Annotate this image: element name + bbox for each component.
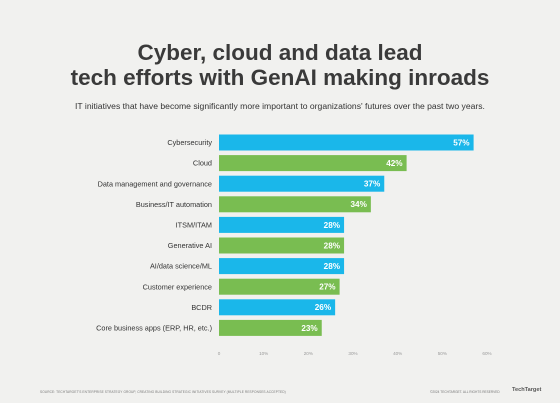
chart-title: Cyber, cloud and data lead tech efforts … [0,40,560,90]
x-tick-label-1: 10% [259,351,268,356]
value-label-4: 28% [324,221,341,230]
chart-title-line-1: Cyber, cloud and data lead [137,40,423,65]
category-label-9: Core business apps (ERP, HR, etc.) [96,324,212,333]
value-label-1: 42% [386,159,403,168]
bar-5 [219,237,345,254]
x-tick-label-4: 40% [393,351,402,356]
x-tick-label-2: 20% [304,351,313,356]
bar-7 [219,278,340,295]
x-tick-label-0: 0 [218,351,221,356]
value-label-9: 23% [301,324,318,333]
x-tick-label-6: 60% [482,351,491,356]
source-note: SOURCE: TECHTARGET'S ENTERPRISE STRATEGY… [40,390,286,394]
value-label-6: 28% [324,262,341,271]
chart-subtitle: IT initiatives that have become signific… [75,101,485,111]
value-label-7: 27% [319,283,336,292]
category-label-0: Cybersecurity [167,138,212,147]
bar-6 [219,258,345,275]
bar-3 [219,196,371,213]
category-label-6: AI/data science/ML [150,262,212,271]
category-label-3: Business/IT automation [136,200,212,209]
bar-0 [219,134,474,151]
category-label-7: Customer experience [143,282,212,291]
bar-4 [219,216,345,233]
x-tick-label-3: 30% [348,351,357,356]
value-label-0: 57% [453,138,470,147]
techtarget-logo: TechTarget [512,387,542,393]
category-label-1: Cloud [193,159,212,168]
x-tick-label-5: 50% [438,351,447,356]
value-label-2: 37% [364,180,381,189]
bar-9 [219,319,322,336]
copyright-note: ©2024 TECHTARGET. ALL RIGHTS RESERVED [430,390,500,394]
chart-title-line-2: tech efforts with GenAI making inroads [70,65,490,90]
category-label-8: BCDR [191,303,212,312]
value-label-3: 34% [350,200,367,209]
value-label-5: 28% [324,241,341,250]
bar-2 [219,175,385,192]
bar-1 [219,155,407,172]
category-label-5: Generative AI [168,241,212,250]
category-label-2: Data management and governance [98,179,212,188]
category-label-4: ITSM/ITAM [176,221,212,230]
value-label-8: 26% [315,303,332,312]
bar-8 [219,299,336,316]
